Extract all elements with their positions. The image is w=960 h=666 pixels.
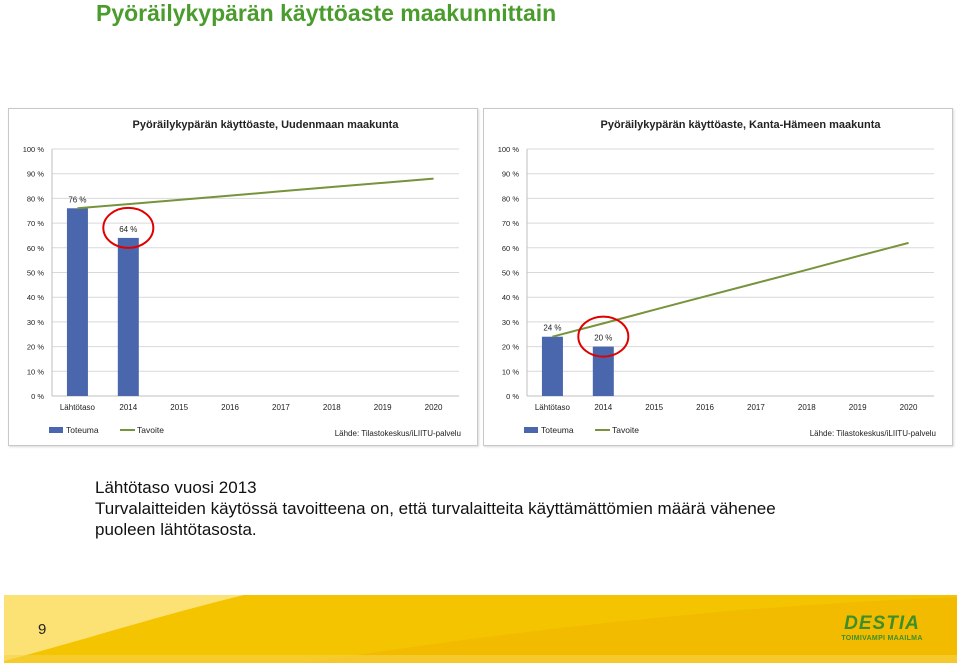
y-tick-label: 90 % — [27, 170, 44, 179]
y-tick-label: 0 % — [506, 392, 519, 401]
body-line-goal-end: puoleen lähtötasosta. — [95, 520, 257, 539]
x-tick-label: 2015 — [645, 403, 663, 412]
slide-title: Pyöräilykypärän käyttöaste maakunnittain — [96, 0, 557, 26]
y-tick-label: 20 % — [502, 343, 519, 352]
y-tick-label: 60 % — [27, 244, 44, 253]
chart-uusimaa: Pyöräilykypärän käyttöaste, Uudenmaan ma… — [8, 108, 478, 446]
legend-swatch-bar — [49, 427, 63, 433]
legend-label-line: Tavoite — [137, 425, 164, 435]
highlight-circle — [577, 315, 630, 358]
y-tick-label: 30 % — [502, 318, 519, 327]
chart-title: Pyöräilykypärän käyttöaste, Uudenmaan ma… — [133, 119, 400, 131]
destia-logo: DESTIA TOIMIVAMPI MAAILMA — [830, 613, 934, 645]
bar-data-label: 76 % — [68, 195, 86, 204]
y-tick-label: 100 % — [23, 145, 45, 154]
x-tick-label: 2018 — [323, 403, 341, 412]
x-tick-label: 2015 — [170, 403, 188, 412]
chart-title: Pyöräilykypärän käyttöaste, Kanta-Hämeen… — [600, 119, 881, 131]
x-tick-label: 2019 — [374, 403, 392, 412]
y-tick-label: 40 % — [502, 293, 519, 302]
bar — [66, 208, 88, 396]
x-tick-label: 2017 — [272, 403, 290, 412]
y-tick-label: 40 % — [27, 293, 44, 302]
y-tick-label: 50 % — [502, 269, 519, 278]
y-tick-label: 50 % — [27, 269, 44, 278]
x-tick-label: Lähtötaso — [60, 403, 96, 412]
y-tick-label: 80 % — [502, 194, 519, 203]
x-tick-label: 2016 — [696, 403, 714, 412]
slide-footer: 9 DESTIA TOIMIVAMPI MAAILMA — [4, 595, 957, 663]
source-note: Lähde: Tilastokeskus/iLIITU-palvelu — [810, 429, 936, 438]
y-tick-label: 30 % — [27, 318, 44, 327]
x-tick-label: 2017 — [747, 403, 765, 412]
footer-background — [4, 595, 957, 663]
legend-label-bar: Toteuma — [541, 425, 574, 435]
chart-uusimaa-svg: Pyöräilykypärän käyttöaste, Uudenmaan ma… — [23, 119, 461, 438]
x-tick-label: 2016 — [221, 403, 239, 412]
x-tick-label: 2014 — [594, 403, 612, 412]
chart-kanta-hame-svg: Pyöräilykypärän käyttöaste, Kanta-Hämeen… — [498, 119, 936, 438]
x-tick-label: 2014 — [119, 403, 137, 412]
page-number: 9 — [38, 621, 47, 638]
y-tick-label: 10 % — [502, 367, 519, 376]
y-tick-label: 60 % — [502, 244, 519, 253]
y-tick-label: 80 % — [27, 194, 44, 203]
x-tick-label: 2019 — [849, 403, 867, 412]
bar — [592, 346, 614, 396]
y-tick-label: 10 % — [27, 367, 44, 376]
x-tick-label: 2020 — [425, 403, 443, 412]
bar-data-label: 20 % — [594, 334, 612, 343]
body-line-goal: Turvalaitteiden käytössä tavoitteena on,… — [95, 499, 776, 518]
chart-kanta-hame: Pyöräilykypärän käyttöaste, Kanta-Hämeen… — [483, 108, 953, 446]
y-tick-label: 90 % — [502, 170, 519, 179]
body-line-baseline-year: Lähtötaso vuosi 2013 — [95, 478, 257, 497]
bar-data-label: 24 % — [543, 324, 561, 333]
x-tick-label: 2020 — [900, 403, 918, 412]
legend-swatch-bar — [524, 427, 538, 433]
y-tick-label: 0 % — [31, 392, 44, 401]
y-tick-label: 70 % — [27, 219, 44, 228]
y-tick-label: 100 % — [498, 145, 520, 154]
target-line — [552, 241, 909, 338]
logo-wordmark: DESTIA — [844, 613, 920, 634]
source-note: Lähde: Tilastokeskus/iLIITU-palvelu — [335, 429, 461, 438]
legend-label-line: Tavoite — [612, 425, 639, 435]
body-text: Lähtötaso vuosi 2013 Turvalaitteiden käy… — [95, 477, 895, 540]
target-line — [77, 177, 434, 210]
x-tick-label: 2018 — [798, 403, 816, 412]
legend-label-bar: Toteuma — [66, 425, 99, 435]
logo-tagline: TOIMIVAMPI MAAILMA — [841, 635, 923, 642]
highlight-circle — [102, 206, 155, 249]
bar — [541, 336, 563, 396]
y-tick-label: 70 % — [502, 219, 519, 228]
bar-data-label: 64 % — [119, 225, 137, 234]
y-tick-label: 20 % — [27, 343, 44, 352]
x-tick-label: Lähtötaso — [535, 403, 571, 412]
bar — [117, 237, 139, 396]
